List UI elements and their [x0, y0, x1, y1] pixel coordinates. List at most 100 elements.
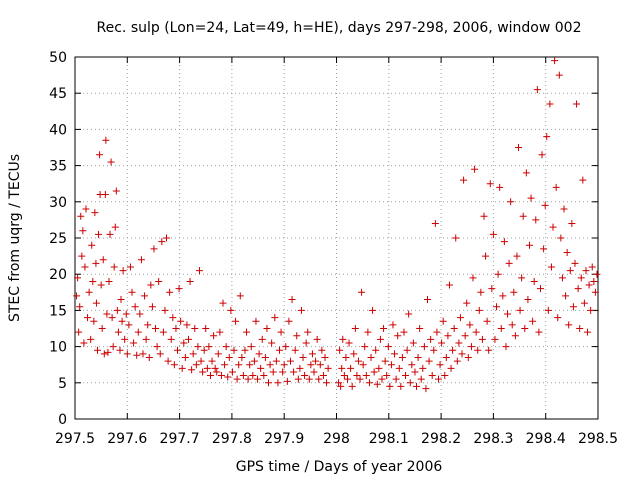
x-tick-label: 298.3 [473, 431, 513, 447]
data-point [164, 357, 172, 365]
x-tick-label: 297.5 [55, 431, 95, 447]
data-point [515, 144, 523, 151]
data-point [577, 274, 585, 282]
data-point [494, 270, 502, 278]
data-point [211, 364, 219, 372]
data-point [430, 346, 438, 354]
data-point [574, 285, 582, 293]
data-point [96, 151, 104, 159]
data-point [227, 306, 235, 314]
data-point [475, 306, 483, 314]
data-point [442, 353, 450, 361]
data-point [380, 325, 388, 332]
x-tick-label: 297.8 [212, 431, 252, 447]
data-point [200, 346, 208, 354]
axis-ticks: 297.5 297.6 297.7 297.8 297.9 298 298.1 298.2 29… [49, 50, 618, 447]
data-point [493, 303, 501, 311]
data-point [552, 183, 560, 191]
data-point [266, 361, 274, 369]
y-tick-label: 30 [49, 195, 67, 211]
data-point [544, 306, 552, 314]
y-tick-label: 5 [58, 376, 67, 392]
data-point [148, 303, 156, 311]
data-point [527, 194, 535, 202]
data-point [538, 151, 546, 159]
data-point [170, 361, 178, 369]
data-point [505, 259, 513, 267]
data-point [133, 351, 141, 359]
data-point [568, 220, 576, 228]
data-point [358, 288, 366, 296]
data-point [375, 364, 383, 372]
data-point [403, 346, 411, 354]
data-point [338, 364, 346, 372]
data-point [376, 335, 384, 343]
data-point [91, 209, 99, 217]
data-point [395, 364, 403, 372]
data-point [95, 230, 103, 238]
data-point [351, 325, 359, 332]
data-point [373, 380, 381, 388]
data-point [323, 379, 331, 387]
data-point [504, 310, 512, 318]
data-point [249, 372, 257, 380]
data-point [224, 373, 232, 381]
data-point [507, 198, 515, 206]
data-point [81, 263, 89, 271]
data-point [397, 382, 405, 390]
data-point [555, 71, 563, 79]
data-point [105, 277, 113, 285]
data-point [272, 357, 280, 365]
data-point [497, 325, 505, 332]
y-tick-label: 40 [49, 122, 67, 138]
data-point [343, 375, 351, 383]
data-point [97, 281, 105, 289]
data-point [551, 57, 559, 65]
y-tick-label: 25 [49, 231, 67, 247]
data-point [243, 328, 251, 336]
data-point [268, 339, 276, 347]
data-point [499, 292, 507, 300]
data-point [590, 277, 598, 285]
data-point [460, 176, 468, 184]
data-point [482, 252, 490, 260]
data-point [304, 328, 312, 336]
data-point [194, 343, 202, 351]
data-point [411, 368, 419, 376]
data-point [356, 375, 364, 383]
data-point [92, 299, 100, 307]
data-point [76, 303, 84, 311]
data-point [288, 296, 296, 304]
data-point [519, 212, 527, 220]
data-point [282, 343, 290, 351]
data-point [557, 234, 565, 242]
data-point [381, 357, 389, 365]
data-point [117, 296, 125, 304]
data-point [216, 328, 224, 336]
data-point [152, 325, 160, 332]
data-point [197, 357, 205, 365]
data-point [319, 372, 327, 380]
data-point [213, 368, 221, 376]
data-point [290, 368, 298, 376]
data-point [208, 357, 216, 365]
data-point [77, 212, 85, 220]
data-point [219, 299, 227, 307]
data-point [277, 328, 285, 336]
data-point [283, 377, 291, 385]
data-point [156, 350, 164, 358]
data-point [540, 245, 548, 253]
data-point [417, 375, 425, 383]
data-point [128, 288, 136, 296]
data-point [340, 372, 348, 380]
data-point [241, 346, 249, 354]
data-point [587, 306, 595, 314]
chart-title: Rec. sulp (Lon=24, Lat=49, h=HE), days 2… [97, 20, 582, 36]
data-point [428, 372, 436, 380]
data-point [384, 343, 392, 351]
data-point [536, 285, 544, 293]
data-point [336, 346, 344, 354]
data-point [230, 346, 238, 354]
y-tick-label: 10 [49, 340, 67, 356]
